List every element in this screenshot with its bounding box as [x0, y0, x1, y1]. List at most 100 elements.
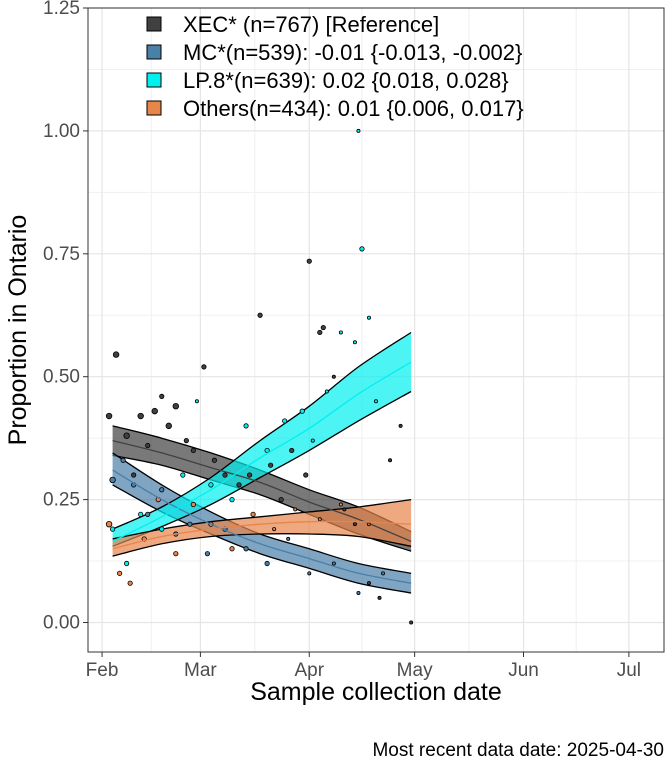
legend-key-xec — [146, 16, 162, 32]
legend-label-mc: MC*(n=539): -0.01 {-0.013, -0.002} — [183, 40, 522, 65]
point-mc — [307, 571, 312, 576]
point-lp-8 — [324, 389, 329, 394]
point-mc — [145, 511, 151, 517]
fit-line-others — [112, 520, 412, 550]
point-xec — [268, 462, 274, 468]
y-tick-label: 0.25 — [43, 490, 80, 511]
point-mc — [187, 521, 193, 527]
band-upper-lp-8 — [112, 331, 412, 530]
point-xec — [172, 402, 180, 410]
point-xec — [151, 407, 158, 415]
point-mc — [120, 457, 126, 463]
point-lp-8 — [356, 128, 361, 133]
point-lp-8 — [194, 399, 199, 404]
point-lp-8 — [310, 438, 315, 443]
point-xec — [306, 258, 312, 264]
point-xec — [257, 312, 263, 318]
x-tick-label: May — [397, 660, 433, 681]
point-others — [338, 502, 343, 507]
legend-label-others: Others(n=434): 0.01 {0.006, 0.017} — [183, 96, 524, 121]
point-xec — [388, 458, 393, 463]
point-xec — [159, 393, 165, 399]
point-xec — [398, 423, 403, 428]
point-lp-8 — [109, 526, 116, 532]
point-others — [105, 520, 113, 528]
point-xec — [190, 447, 196, 454]
point-lp-8 — [138, 511, 144, 517]
x-tick-label: Mar — [184, 660, 217, 681]
point-others — [190, 501, 196, 508]
point-xec — [278, 497, 284, 503]
x-tick-label: Apr — [294, 660, 324, 681]
x-tick-label: Feb — [86, 660, 119, 681]
point-lp-8 — [180, 472, 186, 478]
legend: XEC* (n=767) [Reference] MC*(n=539): -0.0… — [146, 12, 524, 121]
fit-line-lp-8 — [112, 361, 412, 542]
point-lp-8 — [264, 447, 270, 454]
point-others — [117, 570, 123, 576]
point-lp-8 — [352, 340, 357, 345]
plot-frame — [87, 7, 665, 653]
point-mc — [264, 560, 270, 567]
point-mc — [243, 546, 249, 552]
point-xec — [131, 472, 137, 478]
point-lp-8 — [338, 330, 343, 335]
point-mc — [381, 571, 386, 576]
point-mc — [356, 591, 361, 596]
legend-label-lp-8: LP.8*(n=639): 0.02 {0.018, 0.028} — [183, 68, 509, 93]
point-xec — [201, 364, 207, 370]
band-others — [112, 499, 412, 557]
y-tick-label: 0.75 — [43, 244, 80, 265]
grid — [88, 7, 664, 652]
point-others — [173, 551, 179, 557]
point-xec — [331, 374, 336, 379]
legend-key-mc — [146, 44, 162, 60]
point-others — [127, 580, 133, 586]
y-axis-title: Proportion in Ontario — [4, 215, 32, 446]
point-xec — [366, 581, 371, 586]
point-others — [293, 507, 298, 512]
point-xec — [123, 432, 130, 439]
point-xec — [222, 472, 228, 478]
point-mc — [286, 536, 291, 541]
point-lp-8 — [208, 482, 214, 488]
x-axis-ticks: Feb Mar Apr May Jun Jul — [86, 652, 641, 681]
point-xec — [289, 447, 295, 454]
band-lower-others — [112, 533, 412, 557]
point-mc — [159, 487, 165, 493]
point-mc — [331, 561, 336, 566]
point-mc — [204, 551, 211, 557]
point-xec — [352, 522, 357, 527]
x-tick-label: Jun — [508, 660, 539, 681]
point-xec — [246, 472, 253, 478]
point-xec — [377, 595, 382, 600]
point-xec — [165, 422, 172, 430]
point-xec — [409, 620, 414, 625]
point-xec — [145, 442, 151, 449]
y-tick-label: 1.00 — [43, 121, 80, 142]
point-lp-8 — [366, 315, 371, 320]
point-xec — [342, 507, 347, 512]
point-others — [272, 527, 277, 532]
point-mc — [109, 476, 116, 484]
point-others — [229, 546, 235, 552]
point-xec — [211, 457, 218, 463]
fit-lines — [112, 361, 412, 584]
point-lp-8 — [159, 526, 165, 532]
point-xec — [317, 329, 323, 336]
point-xec — [137, 412, 144, 420]
point-lp-8 — [359, 246, 365, 252]
y-tick-label: 0.50 — [43, 367, 80, 388]
y-tick-label: 1.25 — [43, 0, 80, 19]
point-others — [250, 511, 256, 517]
point-xec — [112, 351, 120, 358]
point-xec — [320, 324, 326, 331]
x-tick-label: Jul — [617, 660, 641, 681]
confidence-bands — [112, 331, 412, 594]
point-lp-8 — [373, 399, 378, 404]
y-tick-label: 0.00 — [43, 613, 80, 634]
point-lp-8 — [243, 423, 249, 429]
point-lp-8 — [282, 418, 288, 424]
fit-line-xec — [112, 439, 412, 542]
